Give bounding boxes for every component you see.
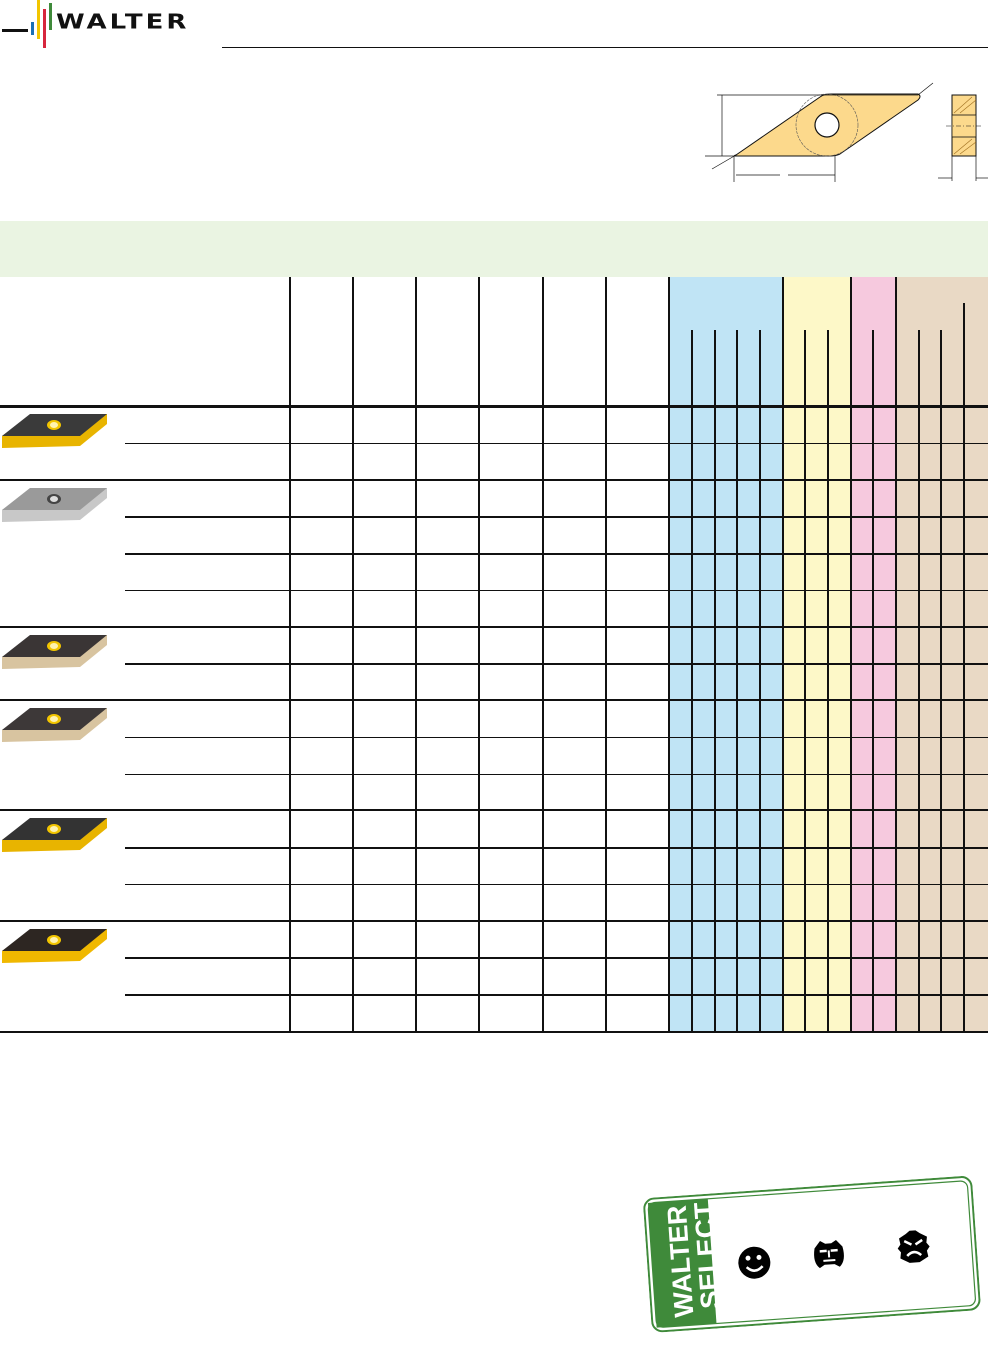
row-divider	[125, 883, 988, 886]
row-divider	[125, 957, 988, 959]
subcolumn-divider	[714, 330, 716, 1032]
logo-text: WALTER	[56, 10, 190, 34]
insert-drawing	[705, 82, 988, 182]
column-divider	[895, 277, 897, 1032]
column-divider	[782, 277, 784, 1032]
material-zone-pink	[851, 277, 896, 1032]
subcolumn-divider	[691, 330, 693, 1032]
material-zone-blue	[669, 277, 783, 1032]
table-header-band	[0, 221, 988, 277]
face-angry-icon	[897, 1230, 930, 1263]
subcolumn-divider	[872, 330, 874, 1032]
insert-black-gold-icon	[2, 928, 107, 963]
header-rule	[222, 47, 988, 48]
column-divider	[850, 277, 852, 1032]
material-zone-yellow	[783, 277, 851, 1032]
column-divider	[415, 277, 417, 1032]
column-divider	[668, 277, 670, 1032]
subcolumn-divider	[804, 330, 806, 1032]
material-zone-tan	[896, 277, 988, 1032]
face-neutral-icon	[814, 1239, 844, 1269]
table-bottom-rule	[0, 1031, 988, 1033]
subcolumn-divider	[736, 330, 738, 1032]
subcolumn-divider	[940, 330, 942, 1032]
group-divider	[0, 625, 988, 628]
row-divider	[125, 663, 988, 665]
row-divider	[125, 516, 988, 518]
insert-black-gold-icon	[2, 414, 107, 448]
subcolumn-divider	[759, 330, 761, 1032]
insert-silver-icon	[2, 487, 107, 522]
group-divider	[0, 699, 988, 701]
row-divider	[125, 553, 988, 555]
insert-black-gold-icon	[2, 818, 107, 853]
group-divider	[0, 478, 988, 481]
insert-black-bronze-icon	[2, 634, 107, 669]
column-divider	[352, 277, 354, 1032]
subcolumn-divider	[963, 303, 965, 1032]
column-divider	[289, 277, 291, 1032]
row-divider	[125, 736, 988, 739]
group-divider	[0, 405, 988, 408]
walter-select-stamp: WALTER SELECT SELECT	[643, 1175, 982, 1333]
insert-black-bronze-icon	[2, 708, 107, 742]
row-divider	[125, 773, 988, 775]
smiley-good-icon	[738, 1246, 771, 1279]
subcolumn-divider	[918, 330, 920, 1032]
row-divider	[125, 994, 988, 996]
column-divider	[542, 277, 544, 1032]
column-divider	[478, 277, 480, 1032]
group-divider	[0, 919, 988, 922]
row-divider	[125, 847, 988, 849]
walter-logo: WALTER	[0, 0, 210, 50]
column-divider	[605, 277, 607, 1032]
row-divider	[125, 589, 988, 592]
row-divider	[125, 442, 988, 445]
group-divider	[0, 809, 988, 812]
subcolumn-divider	[827, 330, 829, 1032]
